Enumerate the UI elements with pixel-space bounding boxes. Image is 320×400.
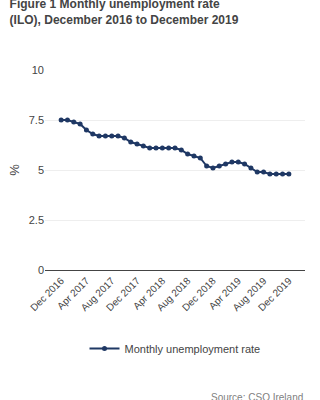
svg-text:7.5: 7.5 [29,114,44,126]
svg-text:Aug 2017: Aug 2017 [79,275,117,313]
svg-text:Aug 2018: Aug 2018 [155,275,193,313]
svg-text:Figure 1 Monthly unemployment: Figure 1 Monthly unemployment rate(ILO),… [10,0,239,27]
svg-text:Monthly unemployment rate: Monthly unemployment rate [125,343,261,355]
svg-text:Dec 2017: Dec 2017 [104,275,142,313]
svg-text:10: 10 [32,64,44,76]
svg-text:Dec 2018: Dec 2018 [180,275,218,313]
svg-text:2.5: 2.5 [29,214,44,226]
svg-text:0: 0 [38,264,44,276]
svg-text:Dec 2016: Dec 2016 [28,275,66,313]
svg-text:Aug 2019: Aug 2019 [230,275,268,313]
svg-text:Dec 2019: Dec 2019 [256,275,294,313]
svg-text:%: % [7,164,22,176]
svg-text:Apr 2017: Apr 2017 [55,275,92,312]
svg-text:Source: CSO Ireland: Source: CSO Ireland [211,392,303,400]
svg-text:Apr 2018: Apr 2018 [131,275,168,312]
svg-text:5: 5 [38,164,44,176]
svg-text:Apr 2019: Apr 2019 [207,275,244,312]
